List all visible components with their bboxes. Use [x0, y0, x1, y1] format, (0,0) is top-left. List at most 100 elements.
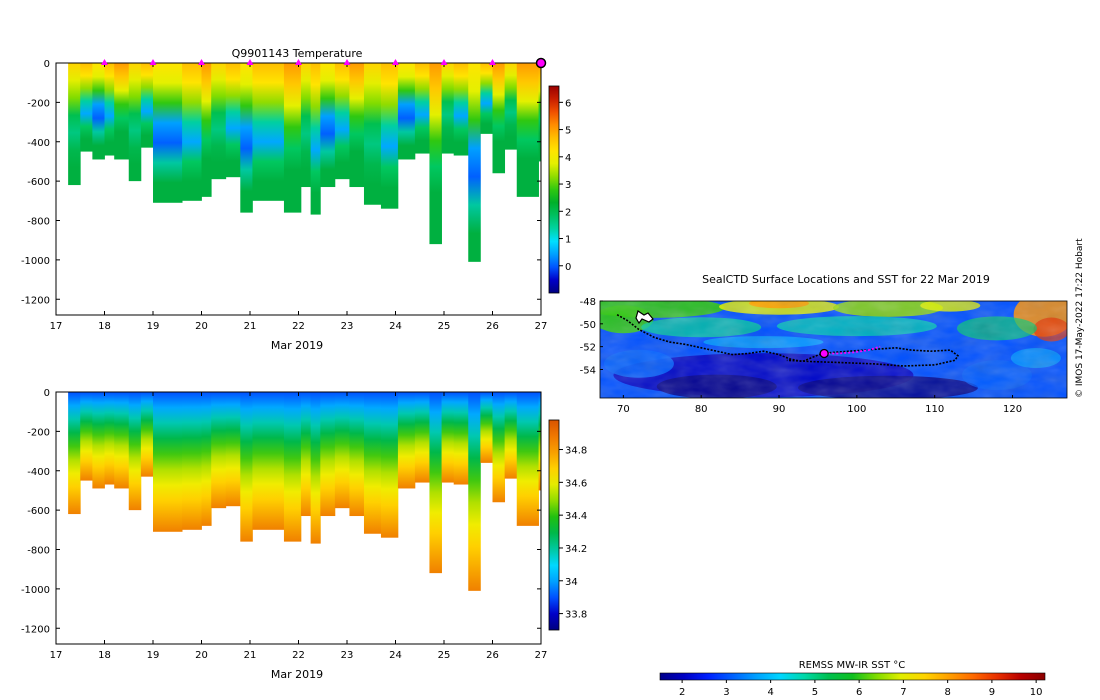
- salinity-profile: [310, 392, 321, 544]
- x-tick-label: 27: [535, 650, 548, 661]
- salinity-profile: [182, 392, 202, 530]
- sst-colorbar-group: REMSS MW-IR SST °C 2 3 4 5 6 7 8 9 10: [659, 660, 1046, 698]
- map-x-tick-label: 80: [695, 404, 708, 415]
- profile-marker: [343, 59, 351, 65]
- temperature-profile: [380, 63, 399, 209]
- map-x-tick-label: 100: [847, 404, 866, 415]
- y-tick-label: -800: [27, 217, 50, 228]
- map-y-tick-label: -54: [580, 365, 596, 376]
- salinity-profile: [128, 392, 142, 511]
- salinity-profile: [225, 392, 241, 507]
- temperature-title: Q9901143 Temperature: [232, 47, 363, 60]
- temperature-profile: [349, 63, 365, 188]
- salinity-profile: [334, 392, 350, 509]
- colorbar-tick-label: 0: [565, 262, 571, 273]
- map-x-tick-label: 110: [925, 404, 944, 415]
- sst-map-y-axis: -48 -50 -52 -54: [580, 297, 603, 376]
- salinity-profile: [320, 392, 336, 517]
- salinity-profile: [397, 392, 416, 489]
- temperature-profile: [114, 63, 130, 160]
- y-tick-label: -1200: [21, 295, 50, 306]
- temperature-profile: [225, 63, 241, 178]
- sst-map-title: SealCTD Surface Locations and SST for 22…: [702, 273, 990, 286]
- y-tick-label: -200: [27, 98, 50, 109]
- salinity-x-label: Mar 2019: [271, 668, 323, 681]
- colorbar-tick-label: 5: [565, 126, 571, 137]
- sst-colorbar-label: REMSS MW-IR SST °C: [799, 660, 906, 671]
- salinity-profile: [363, 392, 382, 534]
- y-tick-label: -400: [27, 467, 50, 478]
- salinity-profile: [283, 392, 302, 542]
- last-profile-marker: [535, 57, 547, 69]
- sst-colorbar-tick-label: 7: [900, 687, 906, 698]
- temperature-profile: [300, 63, 312, 188]
- salinity-profile: [504, 392, 518, 479]
- profile-marker: [198, 59, 205, 65]
- salinity-profile: [429, 392, 442, 574]
- salinity-profile: [516, 392, 539, 526]
- y-tick-label: -1200: [21, 624, 50, 635]
- colorbar-tick-label: 34.2: [565, 544, 587, 555]
- temperature-profile: [201, 63, 212, 197]
- sst-colorbar-tick-label: 6: [856, 687, 862, 698]
- salinity-profile: [211, 392, 227, 509]
- temperature-profile: [92, 63, 105, 160]
- temperature-profile: [414, 63, 430, 154]
- island-marker: [635, 310, 654, 325]
- x-tick-label: 20: [195, 650, 208, 661]
- temperature-profile: [153, 63, 183, 203]
- temperature-profile: [363, 63, 382, 205]
- salinity-profile: [414, 392, 430, 483]
- current-position-marker: [819, 348, 829, 359]
- colorbar-tick-label: 2: [565, 207, 571, 218]
- sst-map-frame: [599, 300, 1068, 399]
- sst-colorbar-tick-label: 8: [944, 687, 950, 698]
- salinity-profile: [349, 392, 365, 517]
- temperature-profile: [320, 63, 336, 188]
- colorbar-tick-label: 3: [565, 180, 571, 191]
- y-tick-label: -600: [27, 506, 50, 517]
- x-tick-label: 24: [389, 321, 402, 332]
- temperature-profile: [104, 63, 115, 156]
- map-x-tick-label: 120: [1003, 404, 1022, 415]
- temperature-x-label: Mar 2019: [271, 339, 323, 352]
- sst-colorbar-tick-label: 10: [1030, 687, 1043, 698]
- map-y-tick-label: -50: [580, 320, 596, 331]
- sst-field-texture: [600, 301, 1067, 398]
- salinity-profile: [300, 392, 312, 517]
- x-tick-label: 23: [341, 321, 354, 332]
- y-tick-label: -1000: [21, 585, 50, 596]
- colorbar-tick-label: 34.6: [565, 478, 587, 489]
- profile-marker: [149, 59, 157, 65]
- temperature-profile: [310, 63, 321, 215]
- x-tick-label: 25: [438, 321, 451, 332]
- colorbar-tick-label: 34: [565, 577, 578, 588]
- temperature-profile: [128, 63, 142, 182]
- temperature-panel: Q9901143 Temperature 17 18 19 20 21 22 23 24 25 2…: [21, 47, 571, 352]
- temperature-profile: [492, 63, 506, 174]
- colorbar-tick-label: 33.8: [565, 610, 587, 621]
- salinity-profile: [380, 392, 399, 538]
- seal-track-recent: [824, 345, 881, 355]
- salinity-profile: [492, 392, 506, 503]
- map-y-tick-label: -52: [580, 343, 596, 354]
- salinity-profile: [104, 392, 115, 485]
- sst-map-panel: SealCTD Surface Locations and SST for 22…: [580, 273, 1068, 415]
- temperature-profile: [68, 63, 81, 186]
- temperature-profile: [453, 63, 469, 156]
- x-tick-label: 24: [389, 650, 402, 661]
- profile-marker: [489, 59, 496, 65]
- x-tick-label: 18: [98, 321, 111, 332]
- profile-marker: [440, 59, 448, 65]
- temperature-profile: [80, 63, 93, 152]
- temperature-profile: [140, 63, 154, 148]
- temperature-profile: [538, 63, 542, 162]
- y-tick-label: 0: [44, 59, 50, 70]
- x-tick-label: 19: [147, 650, 160, 661]
- sst-colorbar-ticks: 2 3 4 5 6 7 8 9 10: [679, 680, 1043, 698]
- x-tick-label: 23: [341, 650, 354, 661]
- y-tick-label: -800: [27, 546, 50, 557]
- salinity-profile: [68, 392, 81, 515]
- y-tick-label: 0: [44, 388, 50, 399]
